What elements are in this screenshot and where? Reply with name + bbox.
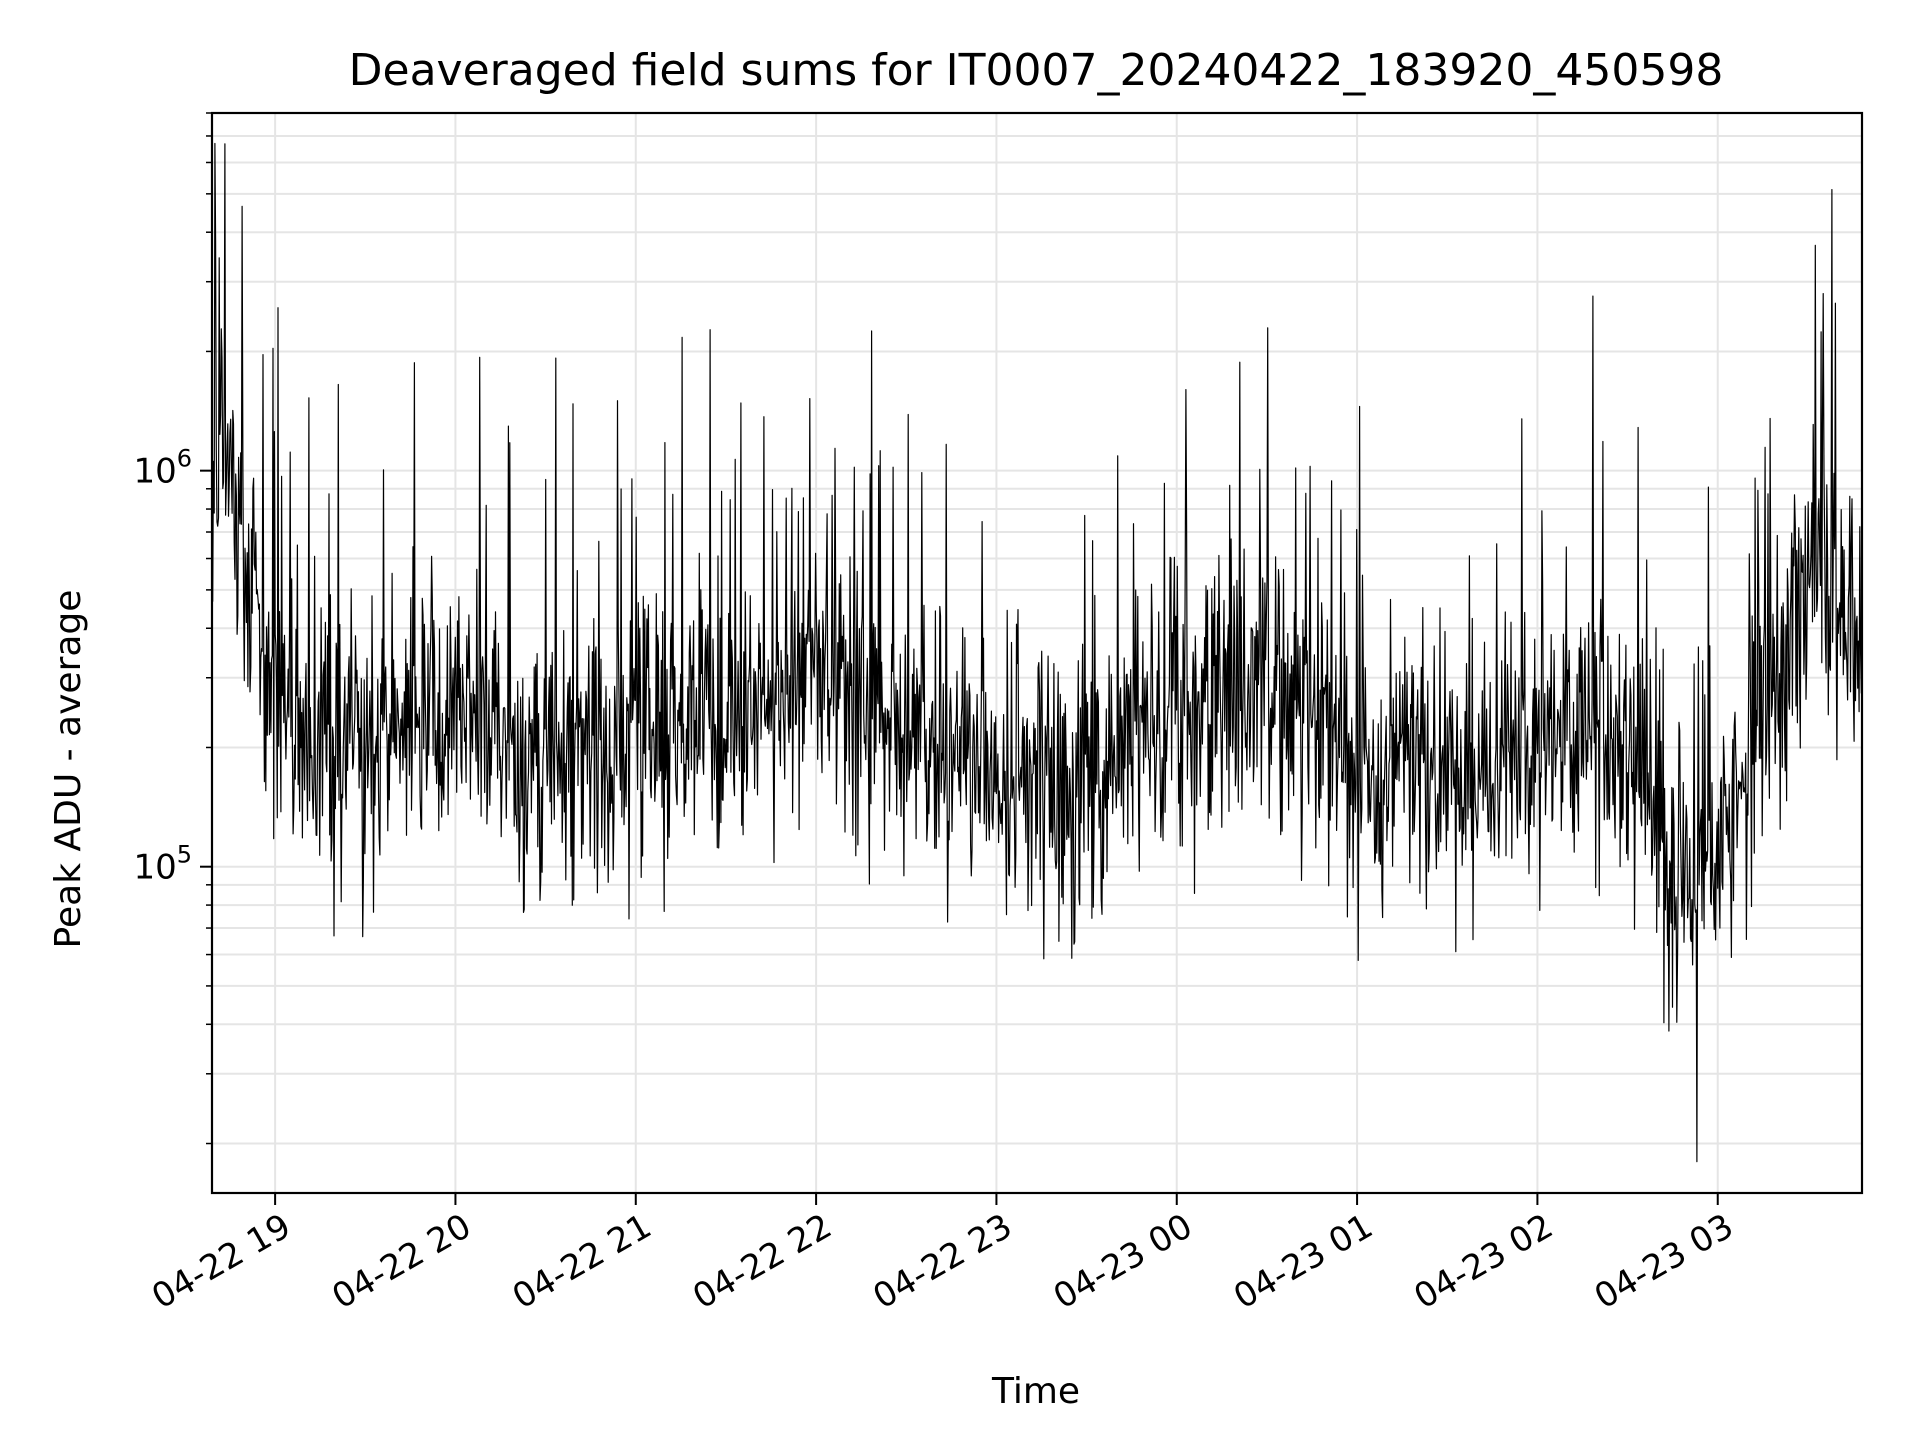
y-tick-base: 10 <box>133 452 176 492</box>
plot-frame <box>210 111 1864 1195</box>
y-tick-exponent: 5 <box>177 841 192 869</box>
series-layer <box>211 142 1863 1163</box>
y-tick-label: 106 <box>133 445 192 492</box>
y-tick-exponent: 6 <box>177 445 192 473</box>
y-tick-label: 105 <box>133 841 192 888</box>
y-axis-label: Peak ADU - average <box>48 590 89 949</box>
series-line <box>211 142 1863 1163</box>
x-axis-label: Time <box>991 1371 1080 1412</box>
grid-lines <box>212 112 1862 1193</box>
y-tick-base: 10 <box>133 848 176 888</box>
chart-title: Deaveraged field sums for IT0007_2024042… <box>349 45 1724 96</box>
